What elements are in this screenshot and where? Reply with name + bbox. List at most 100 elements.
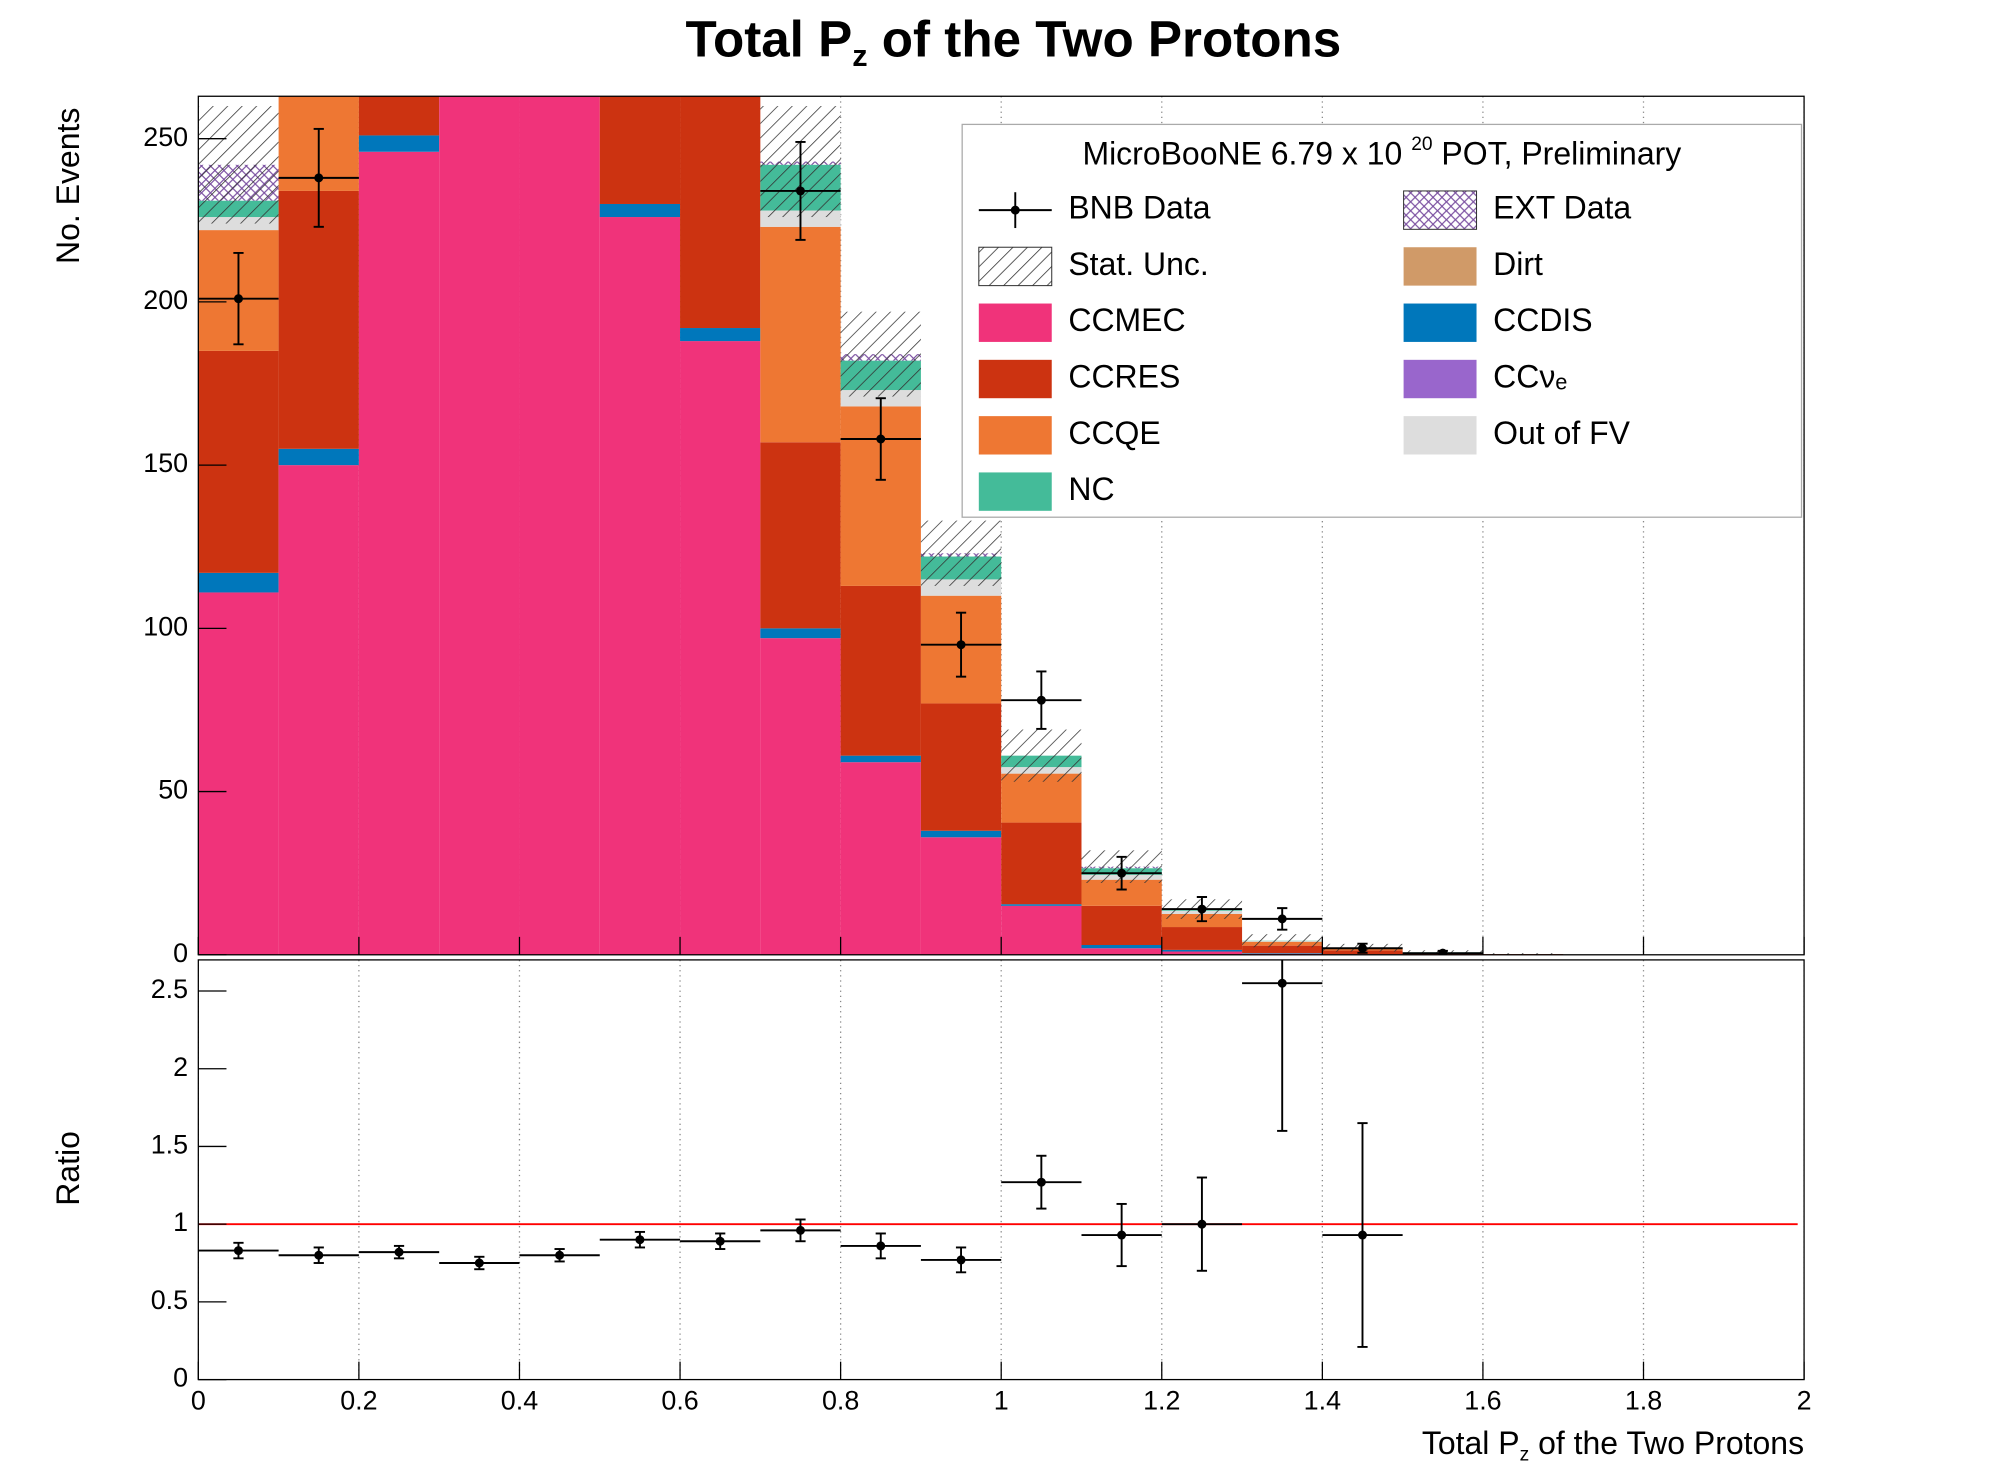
- stack-segment: [920, 830, 1002, 838]
- stack-segment: [1242, 945, 1323, 954]
- legend-label: Dirt: [1493, 246, 1543, 282]
- stat-unc: [1482, 953, 1564, 955]
- stack-segment: [840, 762, 921, 955]
- data-point: [1036, 695, 1046, 705]
- legend-label: Out of FV: [1493, 415, 1630, 451]
- chart-title-part: of the Two Protons: [868, 10, 1342, 67]
- data-point: [1117, 868, 1127, 878]
- data-point: [394, 1247, 404, 1257]
- stack-segment: [920, 837, 1002, 955]
- stack-segment: [680, 341, 761, 955]
- y-tick-label: 2: [173, 1052, 188, 1082]
- data-point: [1036, 1177, 1046, 1187]
- legend-swatch: [1403, 247, 1477, 286]
- legend-label: CCνₑ: [1493, 358, 1567, 394]
- stack-segment: [358, 135, 440, 152]
- x-tick-label: 0.4: [501, 1386, 538, 1416]
- legend-symbol: [1010, 205, 1020, 215]
- stack-segment: [1161, 949, 1243, 952]
- stack-segment: [279, 21, 359, 44]
- data-point: [233, 294, 243, 304]
- stack-segment: [358, 96, 440, 136]
- x-tick-label: 0.2: [340, 1386, 377, 1416]
- stack-segment: [1161, 927, 1243, 950]
- stack-segment: [198, 592, 279, 955]
- y-tick-label: 200: [143, 285, 188, 315]
- legend-header: MicroBooNE 6.79 x 10 20 POT, Preliminary: [1082, 134, 1681, 172]
- data-point: [314, 173, 324, 183]
- legend-header-part: 20: [1411, 134, 1432, 155]
- x-tick-label: 2: [1797, 1386, 1812, 1416]
- y-tick-label: 100: [143, 611, 188, 641]
- y-tick-label: 1.5: [151, 1130, 188, 1160]
- x-axis-label: Total Pz of the Two Protons: [1422, 1426, 1804, 1466]
- stack-segment: [1242, 953, 1323, 954]
- data-point: [233, 1246, 243, 1256]
- data-point: [555, 1250, 565, 1260]
- legend-label: CCRES: [1068, 358, 1180, 394]
- stack-segment: [1081, 944, 1162, 949]
- y-tick-label: 1: [173, 1207, 188, 1237]
- data-point: [796, 1225, 805, 1235]
- stack-segment: [599, 96, 681, 204]
- data-point: [876, 1241, 886, 1251]
- stack-segment: [198, 350, 279, 573]
- data-point: [1197, 904, 1207, 914]
- stack-segment: [760, 628, 841, 639]
- chart-title: Total Pz of the Two Protons: [686, 10, 1342, 73]
- stack-segment: [519, 0, 599, 24]
- data-point: [1358, 1230, 1367, 1240]
- stack-segment: [519, 24, 599, 40]
- y-tick-label: 150: [143, 448, 188, 478]
- x-axis-label-part: Total P: [1422, 1426, 1520, 1462]
- stack-segment: [1001, 822, 1082, 905]
- stack-segment: [599, 217, 681, 955]
- data-point: [1197, 1219, 1207, 1229]
- legend-swatch: [1403, 416, 1477, 455]
- stack-segment: [1081, 948, 1162, 955]
- data-point: [1277, 914, 1287, 924]
- legend-swatch: [978, 472, 1052, 511]
- stack-segment: [278, 190, 359, 449]
- x-axis-label-part: z: [1520, 1445, 1530, 1466]
- x-axis-label-part: of the Two Protons: [1529, 1426, 1804, 1462]
- data-point: [956, 640, 966, 650]
- stack-segment: [920, 703, 1002, 831]
- x-tick-label: 1.6: [1464, 1386, 1501, 1416]
- data-point: [475, 0, 484, 3]
- legend-swatch: [1403, 359, 1477, 399]
- stat-unc: [920, 520, 1002, 586]
- legend-swatch: [1403, 303, 1477, 342]
- stack-segment: [680, 96, 761, 329]
- frame: [197, 959, 1805, 1381]
- stack-segment: [519, 96, 600, 955]
- stack-segment: [1161, 951, 1243, 955]
- stack-segment: [198, 572, 279, 593]
- legend-label: BNB Data: [1068, 190, 1210, 226]
- x-tick-label: 1.2: [1143, 1386, 1180, 1416]
- stack-segment: [279, 44, 359, 60]
- stack-segment: [1081, 905, 1162, 945]
- legend-swatch: [978, 303, 1052, 342]
- legend-label: EXT Data: [1493, 190, 1631, 226]
- stack-segment: [840, 755, 921, 763]
- x-tick-label: 0.6: [661, 1386, 698, 1416]
- data-point: [1438, 948, 1448, 955]
- stack-segment: [1001, 904, 1082, 906]
- stack-segment: [680, 328, 761, 342]
- data-point: [715, 1236, 725, 1246]
- legend-swatch: [978, 246, 1053, 287]
- x-tick-label: 0.8: [822, 1386, 859, 1416]
- y-tick-label: 2.5: [151, 974, 188, 1004]
- stat-unc: [279, 0, 359, 44]
- y-axis-label: No. Events: [50, 108, 86, 264]
- axes: 0 50 100 150 200 250 0 0.5 1 1.5 2 2.5 0 0.2 0.4 0.6 0.8…: [50, 10, 1812, 1466]
- legend-swatch: [978, 416, 1052, 455]
- stat-unc: [840, 311, 921, 397]
- data-point: [314, 1250, 324, 1260]
- legend-label: CCQE: [1068, 415, 1160, 451]
- y-tick-label: 250: [143, 122, 188, 152]
- stack-segment: [439, 96, 520, 955]
- stat-unc: [198, 106, 279, 224]
